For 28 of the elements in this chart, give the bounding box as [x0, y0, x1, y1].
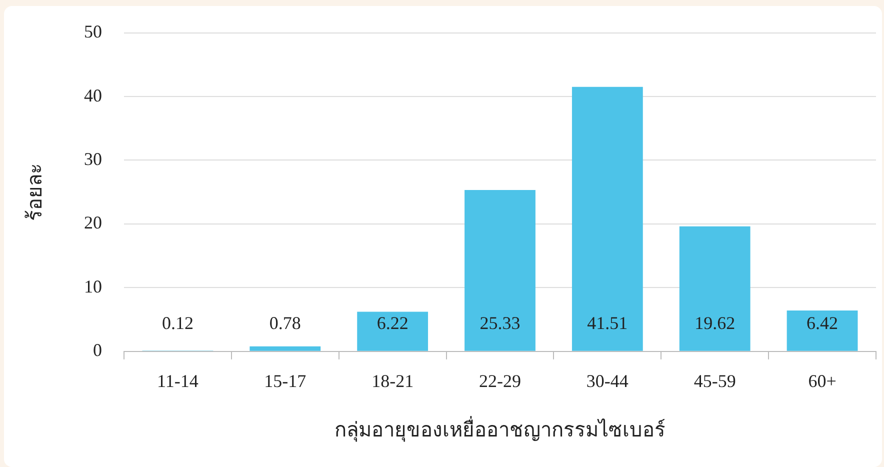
bar: [464, 190, 536, 351]
x-tick-label: 22-29: [479, 370, 521, 391]
bar: [250, 346, 321, 351]
y-tick-label: 40: [84, 85, 102, 106]
y-tick-label: 0: [93, 340, 102, 360]
x-tick-label: 30-44: [586, 370, 628, 391]
data-label: 0.12: [162, 313, 194, 334]
data-label: 19.62: [694, 313, 736, 334]
data-label: 6.42: [806, 313, 838, 334]
bar: [357, 312, 428, 351]
bar: [786, 310, 858, 351]
y-tick-label: 10: [84, 276, 102, 296]
bar: [572, 86, 643, 351]
x-tick-label: 60+: [808, 370, 836, 391]
x-axis-title: กลุ่มอายุของเหยื่ออาชญากรรมไซเบอร์: [334, 415, 666, 442]
x-tick-label: 18-21: [372, 370, 414, 391]
data-label: 0.78: [269, 313, 301, 334]
x-tick-label: 15-17: [264, 370, 306, 391]
data-label: 41.51: [587, 313, 628, 334]
y-tick-label: 20: [84, 212, 102, 233]
data-label: 25.33: [480, 313, 520, 334]
x-tick-label: 45-59: [694, 370, 736, 391]
y-tick-label: 50: [84, 22, 102, 42]
x-tick-label: 11-14: [157, 370, 198, 391]
data-label: 6.22: [376, 313, 408, 334]
y-axis-title: ร้อยละ: [24, 163, 46, 222]
bar: [679, 226, 750, 351]
y-tick-label: 30: [84, 148, 102, 169]
